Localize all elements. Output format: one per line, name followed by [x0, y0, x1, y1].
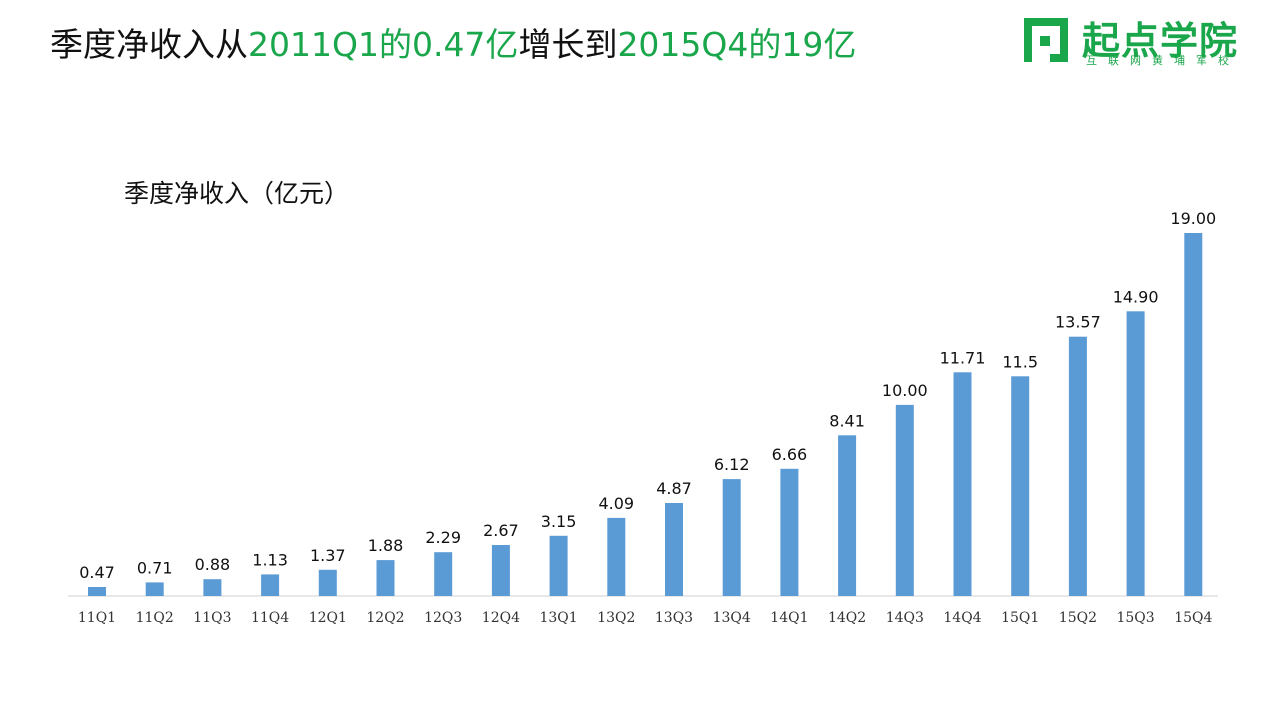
bar-11Q4 — [261, 574, 280, 596]
value-label-14Q4: 11.71 — [940, 348, 986, 367]
bar-11Q3 — [203, 579, 222, 596]
category-label-11Q2: 11Q2 — [136, 610, 174, 626]
value-label-14Q3: 10.00 — [882, 381, 928, 400]
category-label-13Q2: 13Q2 — [597, 610, 635, 626]
bar-15Q1 — [1011, 376, 1030, 596]
bar-11Q2 — [145, 582, 164, 596]
bar-15Q4 — [1184, 233, 1203, 596]
category-label-15Q2: 15Q2 — [1059, 610, 1097, 626]
category-label-group: 11Q1 11Q2 11Q3 11Q4 12Q1 12Q2 12Q3 12Q4 13Q1 13Q2… — [78, 610, 1213, 626]
value-label-13Q2: 4.09 — [598, 494, 634, 513]
category-label-15Q4: 15Q4 — [1174, 610, 1212, 626]
logo-tagline: 互联网黄埔军校 — [1086, 54, 1240, 67]
category-label-14Q4: 14Q4 — [943, 610, 981, 626]
bar-14Q1 — [780, 468, 799, 596]
value-label-12Q2: 1.88 — [368, 536, 404, 555]
category-label-14Q2: 14Q2 — [828, 610, 866, 626]
logo-name: 起点学院 — [1082, 19, 1239, 63]
category-label-15Q3: 15Q3 — [1116, 610, 1154, 626]
headline-part-2: 2011Q1的0.47亿 — [248, 25, 519, 64]
headline-part-3: 增长到 — [518, 25, 618, 64]
page-headline: 季度净收入从2011Q1的0.47亿增长到2015Q4的19亿 — [50, 18, 856, 66]
bar-12Q3 — [434, 552, 453, 596]
value-label-14Q2: 8.41 — [829, 411, 865, 430]
headline-part-4: 2015Q4的19亿 — [617, 25, 857, 64]
bar-group — [88, 233, 1203, 596]
value-label-15Q2: 13.57 — [1055, 313, 1101, 332]
category-label-11Q1: 11Q1 — [78, 610, 116, 626]
category-label-13Q1: 13Q1 — [539, 610, 577, 626]
bar-11Q1 — [88, 587, 106, 596]
category-label-11Q4: 11Q4 — [251, 610, 289, 626]
value-label-11Q4: 1.13 — [252, 550, 288, 569]
category-label-14Q1: 14Q1 — [770, 610, 808, 626]
bar-13Q1 — [549, 535, 568, 596]
bar-12Q4 — [491, 545, 510, 596]
logo-mark-icon — [1024, 18, 1068, 62]
bar-12Q1 — [318, 569, 337, 596]
category-label-13Q4: 13Q4 — [713, 610, 751, 626]
brand-logo: 起点学院 互联网黄埔军校 — [1020, 10, 1270, 70]
chart-title: 季度净收入（亿元） — [124, 179, 350, 208]
value-label-group: 0.47 0.71 0.88 1.13 1.37 1.88 2.29 2.67 3.15 4.09… — [79, 209, 1216, 582]
headline-part-1: 季度净收入从 — [50, 25, 248, 64]
value-label-12Q1: 1.37 — [310, 546, 346, 565]
category-label-13Q3: 13Q3 — [655, 610, 693, 626]
value-label-13Q1: 3.15 — [541, 512, 577, 531]
bar-14Q2 — [838, 435, 857, 596]
bar-13Q4 — [722, 479, 741, 596]
category-label-12Q1: 12Q1 — [309, 610, 347, 626]
bar-13Q3 — [665, 503, 683, 596]
value-label-15Q3: 14.90 — [1113, 287, 1159, 306]
value-label-12Q3: 2.29 — [425, 528, 461, 547]
category-label-12Q2: 12Q2 — [366, 610, 404, 626]
value-label-14Q1: 6.66 — [772, 445, 808, 464]
value-label-11Q2: 0.71 — [137, 558, 173, 577]
value-label-15Q4: 19.00 — [1170, 209, 1216, 228]
value-label-11Q1: 0.47 — [79, 563, 115, 582]
value-label-13Q3: 4.87 — [656, 479, 692, 498]
category-label-12Q3: 12Q3 — [424, 610, 462, 626]
value-label-11Q3: 0.88 — [195, 555, 231, 574]
category-label-14Q3: 14Q3 — [886, 610, 924, 626]
bar-14Q4 — [953, 372, 972, 596]
value-label-15Q1: 11.5 — [1002, 352, 1038, 371]
bar-14Q3 — [895, 404, 914, 596]
bar-12Q2 — [376, 560, 395, 596]
category-label-11Q3: 11Q3 — [193, 610, 231, 626]
category-label-12Q4: 12Q4 — [482, 610, 520, 626]
value-label-13Q4: 6.12 — [714, 455, 750, 474]
value-label-12Q4: 2.67 — [483, 521, 519, 540]
category-label-15Q1: 15Q1 — [1001, 610, 1039, 626]
bar-15Q2 — [1068, 336, 1087, 596]
bar-13Q2 — [607, 517, 626, 596]
bar-15Q3 — [1126, 311, 1145, 596]
